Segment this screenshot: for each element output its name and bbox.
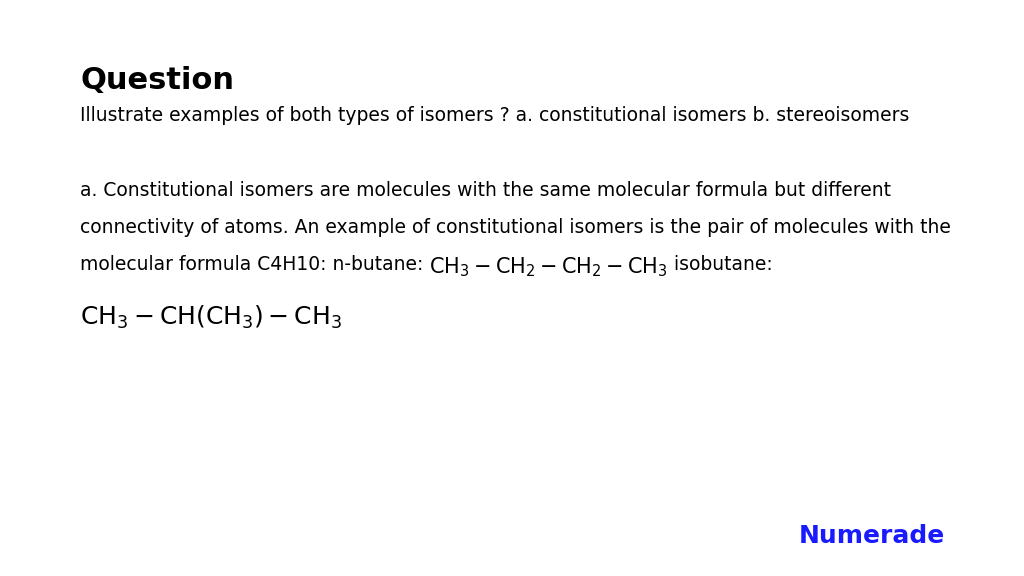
Text: Numerade: Numerade — [799, 524, 945, 548]
Text: isobutane:: isobutane: — [668, 255, 773, 274]
Text: $\mathrm{CH_3} - \mathrm{CH_2} - \mathrm{CH_2} - \mathrm{CH_3}$: $\mathrm{CH_3} - \mathrm{CH_2} - \mathrm… — [429, 255, 668, 279]
Text: Question: Question — [80, 66, 234, 95]
Text: a. Constitutional isomers are molecules with the same molecular formula but diff: a. Constitutional isomers are molecules … — [80, 181, 891, 200]
Text: $\mathrm{CH_3} - \mathrm{CH(CH_3)} - \mathrm{CH_3}$: $\mathrm{CH_3} - \mathrm{CH(CH_3)} - \ma… — [80, 304, 342, 331]
Text: connectivity of atoms. An example of constitutional isomers is the pair of molec: connectivity of atoms. An example of con… — [80, 218, 951, 237]
Text: molecular formula C4H10: n-butane:: molecular formula C4H10: n-butane: — [80, 255, 429, 274]
Text: Illustrate examples of both types of isomers ? a. constitutional isomers b. ster: Illustrate examples of both types of iso… — [80, 106, 909, 125]
